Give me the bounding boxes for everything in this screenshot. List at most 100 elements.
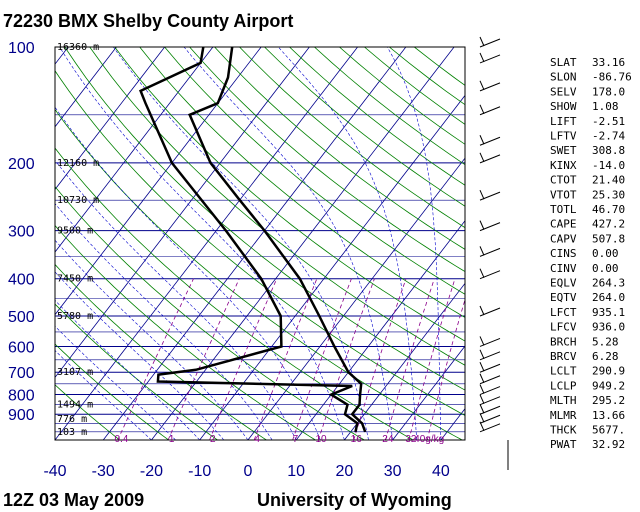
mixing-ratio-label: 1: [169, 434, 175, 445]
wind-barb: [479, 362, 485, 372]
index-name: TOTL: [550, 203, 577, 216]
wind-barb: [479, 336, 485, 346]
mixing-ratio-label: 32: [405, 434, 417, 445]
index-name: SWET: [550, 144, 577, 157]
isotherm-line: [55, 47, 165, 191]
index-value: 308.8: [592, 144, 625, 157]
isotherm-line: [55, 47, 358, 440]
wind-barb: [479, 373, 485, 383]
dry-adiabat-line: [55, 147, 414, 440]
index-name: SLON: [550, 71, 577, 84]
temperature-label: 30: [384, 463, 402, 480]
index-name: LFCT: [550, 306, 577, 319]
isotherm-line: [55, 47, 262, 316]
mixing-ratio-line: [253, 278, 318, 440]
index-value: 13.66: [592, 409, 625, 422]
index-name: CAPE: [550, 218, 577, 231]
height-label: 12160 m: [57, 158, 99, 169]
dry-adiabat-line: [55, 343, 169, 440]
mixing-ratio-line: [385, 278, 435, 440]
temperature-label: -10: [188, 463, 211, 480]
temperature-axis: -40 -30 -20 -10 0 10 20 30 40: [43, 463, 449, 480]
moist-adiabat-line: [55, 159, 297, 440]
temperature-label: -40: [43, 463, 66, 480]
height-label: 3107 m: [57, 367, 93, 378]
height-label: 10730 m: [57, 195, 99, 206]
wind-barb: [479, 220, 485, 230]
wind-barbs: [479, 36, 509, 470]
temperature-label: 20: [336, 463, 354, 480]
index-name: VTOT: [550, 188, 577, 201]
moist-adiabat-line: [183, 47, 393, 440]
pressure-label: 700: [8, 365, 35, 382]
index-name: CINV: [550, 262, 577, 275]
index-value: 507.8: [592, 232, 625, 245]
wind-barb: [479, 36, 485, 47]
isotherm-line: [55, 47, 117, 128]
index-value: -2.51: [592, 115, 625, 128]
index-value: 949.2: [592, 379, 625, 392]
height-label: 7450 m: [57, 274, 93, 285]
index-value: 0.00: [592, 262, 619, 275]
index-name: LCLP: [550, 379, 577, 392]
index-value: 25.30: [592, 188, 625, 201]
moist-adiabat-line: [55, 239, 249, 440]
plot-frame: [54, 46, 466, 441]
wind-barb: [479, 135, 485, 145]
moist-adiabat-line: [55, 349, 152, 440]
index-value: 5.28: [592, 335, 619, 348]
index-value: 21.40: [592, 174, 625, 187]
index-name: LFCV: [550, 321, 577, 334]
stability-indices: SLAT 33.16 SLON -86.76 SELV 178.0 SHOW 1.08 LIFT…: [550, 56, 632, 451]
height-label: 5780 m: [57, 311, 93, 322]
moist-adiabat-line: [55, 299, 200, 440]
time-label: 12Z 03 May 2009: [3, 490, 144, 510]
wind-barb: [479, 421, 485, 432]
mixing-ratio-label: 10: [315, 434, 327, 445]
index-name: SLAT: [550, 56, 577, 69]
moist-adiabat-line: [55, 203, 273, 440]
height-label: 103 m: [57, 427, 87, 438]
wind-barb: [479, 413, 485, 423]
temperature-label: -30: [92, 463, 115, 480]
wind-barb: [479, 394, 485, 404]
wind-barb: [479, 349, 485, 360]
moist-adiabat-line: [55, 106, 321, 440]
index-value: -2.74: [592, 130, 625, 143]
moist-adiabat-line: [278, 47, 418, 440]
pressure-label: 300: [8, 224, 35, 241]
dry-adiabat-line: [114, 47, 465, 342]
pressure-label: 600: [8, 339, 35, 356]
station-title: 72230 BMX Shelby County Airport: [3, 11, 293, 31]
temperature-label: 0: [243, 463, 252, 480]
index-name: KINX: [550, 159, 577, 172]
index-value: 32.92: [592, 438, 625, 451]
moist-adiabat-line: [113, 47, 369, 440]
pressure-label: 200: [8, 156, 35, 173]
mixing-ratio-line: [353, 278, 407, 440]
isotherm-line: [102, 47, 407, 440]
index-value: 264.0: [592, 291, 625, 304]
dry-adiabat-line: [55, 70, 465, 416]
mixing-ratio-label: 2: [210, 434, 216, 445]
index-name: MLMR: [550, 409, 577, 422]
index-name: MLTH: [550, 394, 577, 407]
index-name: BRCH: [550, 335, 577, 348]
wind-barb: [479, 80, 485, 91]
mixing-ratio-label: 40g/kg: [414, 434, 444, 445]
index-value: 935.1: [592, 306, 625, 319]
mixing-ratio-line: [408, 278, 456, 440]
dry-adiabat-line: [55, 224, 316, 440]
mixing-ratio-line: [318, 278, 375, 440]
index-value: 427.2: [592, 218, 625, 231]
index-value: 6.28: [592, 350, 619, 363]
wind-barb: [479, 246, 485, 256]
mixing-ratio-line: [426, 298, 465, 440]
index-value: -86.76: [592, 71, 632, 84]
moist-adiabat-line: [55, 325, 176, 440]
height-label: 9500 m: [57, 226, 93, 237]
index-name: LFTV: [550, 130, 577, 143]
dry-adiabat-line: [89, 47, 465, 366]
height-label: 1494 m: [57, 400, 93, 411]
